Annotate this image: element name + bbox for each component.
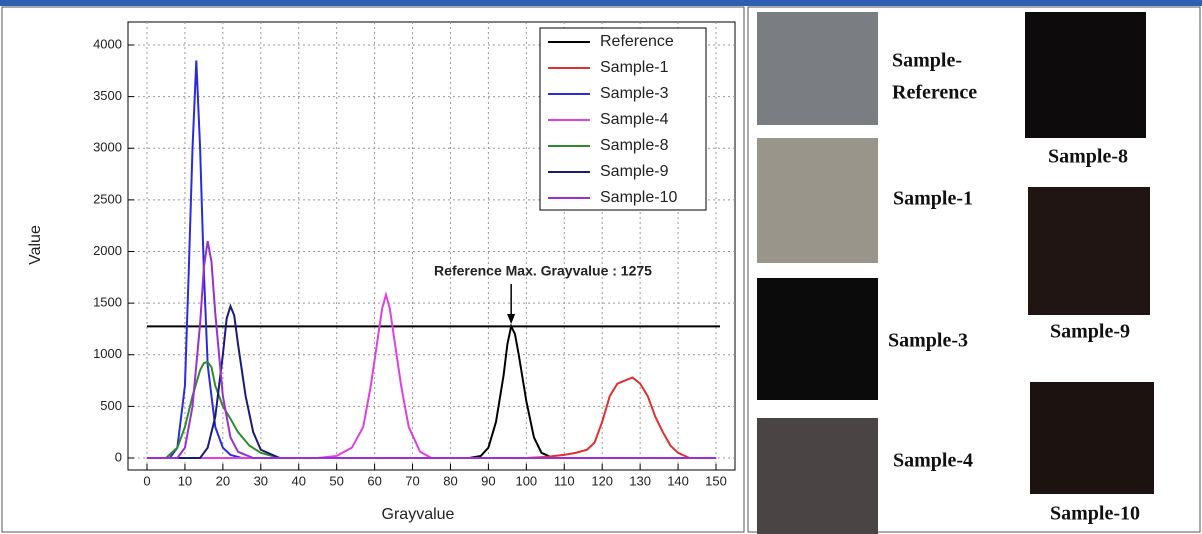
- x-tick-label: 100: [515, 473, 537, 488]
- legend-label: Sample-3: [600, 85, 669, 102]
- sample-label: Sample-10: [1050, 503, 1140, 525]
- y-tick-label: 500: [100, 398, 122, 413]
- x-axis-title: Grayvalue: [382, 506, 455, 523]
- y-tick-label: 4000: [93, 36, 122, 51]
- x-tick-label: 30: [254, 473, 268, 488]
- x-tick-label: 110: [554, 473, 575, 488]
- series-line: [147, 376, 716, 459]
- legend-label: Reference: [600, 33, 674, 50]
- legend-label: Sample-10: [600, 189, 677, 206]
- x-tick-label: 0: [143, 473, 150, 488]
- top-bar: [0, 0, 1202, 6]
- x-tick-label: 140: [667, 473, 689, 488]
- y-tick-label: 1000: [93, 346, 122, 361]
- legend-label: Sample-4: [600, 111, 669, 128]
- sample-image: [1025, 12, 1146, 138]
- y-tick-label: 3000: [93, 140, 122, 155]
- x-tick-label: 70: [405, 473, 419, 488]
- x-tick-label: 130: [629, 473, 651, 488]
- x-tick-label: 10: [178, 473, 192, 488]
- sample-label: Sample-: [892, 50, 962, 72]
- y-tick-label: 3500: [93, 88, 122, 103]
- sample-label: Reference: [892, 82, 977, 104]
- series-line: [147, 60, 716, 459]
- x-tick-label: 120: [591, 473, 613, 488]
- sample-label: Sample-1: [893, 188, 973, 210]
- sample-image: [757, 418, 878, 534]
- y-tick-label: 1500: [93, 295, 122, 310]
- sample-label: Sample-9: [1050, 321, 1130, 343]
- annotation: Reference Max. Grayvalue : 1275: [434, 263, 652, 279]
- y-tick-label: 2000: [93, 243, 122, 258]
- legend-label: Sample-8: [600, 137, 669, 154]
- x-tick-label: 150: [705, 473, 727, 488]
- sample-label: Sample-8: [1048, 146, 1128, 168]
- x-tick-label: 20: [216, 473, 230, 488]
- x-tick-label: 90: [481, 473, 495, 488]
- x-tick-label: 50: [329, 473, 343, 488]
- sample-label: Sample-3: [888, 330, 968, 352]
- y-axis-title: Value: [27, 225, 44, 265]
- sample-image: [757, 278, 878, 400]
- legend-label: Sample-9: [600, 163, 669, 180]
- series-line: [147, 291, 716, 459]
- sample-image: [1028, 187, 1150, 315]
- sample-image: [1030, 382, 1154, 494]
- plot-frame: [127, 21, 736, 471]
- y-tick-label: 2500: [93, 191, 122, 206]
- annotation-arrowhead: [507, 314, 516, 324]
- series-line: [147, 240, 716, 459]
- x-tick-label: 80: [443, 473, 457, 488]
- sample-label: Sample-4: [893, 450, 973, 472]
- sample-image: [757, 12, 878, 125]
- y-tick-label: 0: [115, 449, 122, 464]
- series-line: [147, 323, 716, 459]
- legend-label: Sample-1: [600, 59, 669, 76]
- x-tick-label: 60: [367, 473, 381, 488]
- series-line: [147, 303, 716, 459]
- x-tick-label: 40: [291, 473, 305, 488]
- series-line: [147, 360, 716, 459]
- sample-image: [757, 138, 878, 263]
